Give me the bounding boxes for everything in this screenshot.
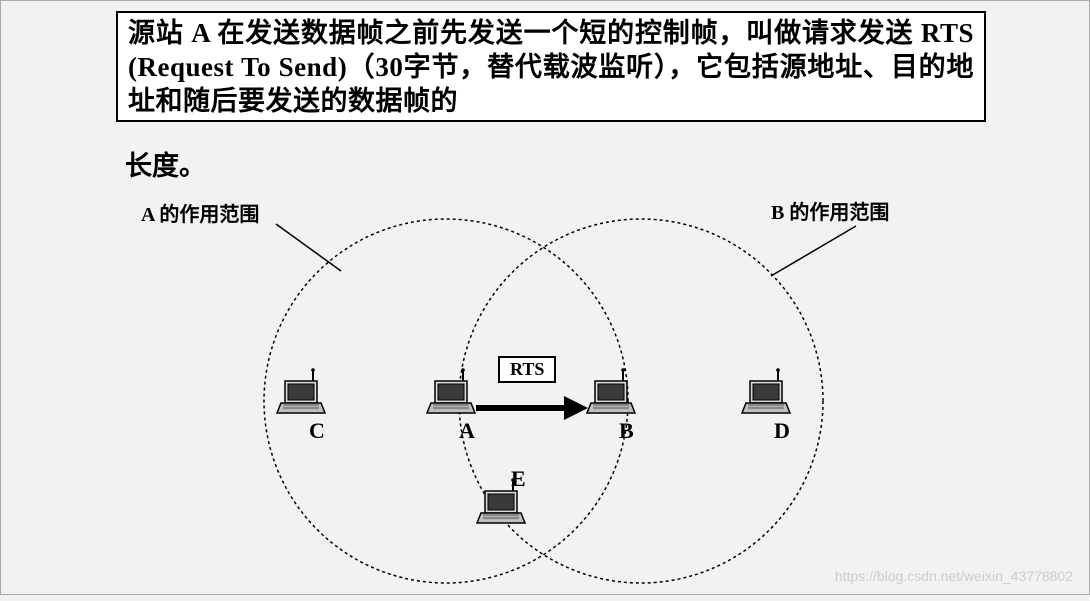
range-label-b: B 的作用范围 [771,196,889,225]
node-label-a: A [459,418,475,444]
network-diagram: A 的作用范围 B 的作用范围 RTS C A B D E [1,176,1090,596]
watermark-text: https://blog.csdn.net/weixin_43778802 [835,568,1073,584]
node-b-icon [587,368,635,413]
node-c-icon [277,368,325,413]
leader-line-b [771,226,856,276]
leader-line-a [276,224,341,271]
node-label-c: C [309,418,325,444]
description-text: 源站 A 在发送数据帧之前先发送一个短的控制帧，叫做请求发送 RTS (Requ… [128,17,974,118]
description-box: 源站 A 在发送数据帧之前先发送一个短的控制帧，叫做请求发送 RTS (Requ… [116,11,986,122]
rts-label-box: RTS [498,356,556,383]
node-d-icon [742,368,790,413]
node-label-e: E [511,466,526,492]
node-label-b: B [619,418,634,444]
node-label-d: D [774,418,790,444]
diagram-svg [1,176,1090,596]
node-a-icon [427,368,475,413]
range-label-a: A 的作用范围 [141,198,259,227]
